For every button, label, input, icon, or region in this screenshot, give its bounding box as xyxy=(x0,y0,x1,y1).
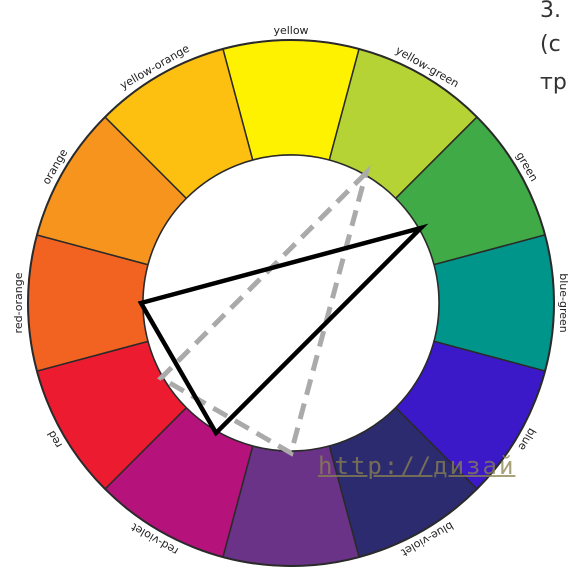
side-text-line-3: тр xyxy=(540,70,567,95)
wheel-label-red-orange: red-orange xyxy=(12,272,25,333)
wheel-label-blue-green: blue-green xyxy=(557,273,569,333)
side-text-line-2: (с xyxy=(540,32,561,57)
wheel-center xyxy=(142,154,440,452)
dashed-triangle xyxy=(157,164,371,457)
side-text-line-1: 3. xyxy=(540,0,561,23)
wheel-label-violet: violet xyxy=(275,569,306,572)
harmony-triangles xyxy=(137,164,429,457)
solid-triangle xyxy=(137,223,429,437)
wheel-outer-ring xyxy=(27,39,555,567)
wheel-segments xyxy=(27,39,555,567)
url-watermark: http://дизай xyxy=(318,452,516,480)
wheel-label-yellow: yellow xyxy=(273,24,308,37)
